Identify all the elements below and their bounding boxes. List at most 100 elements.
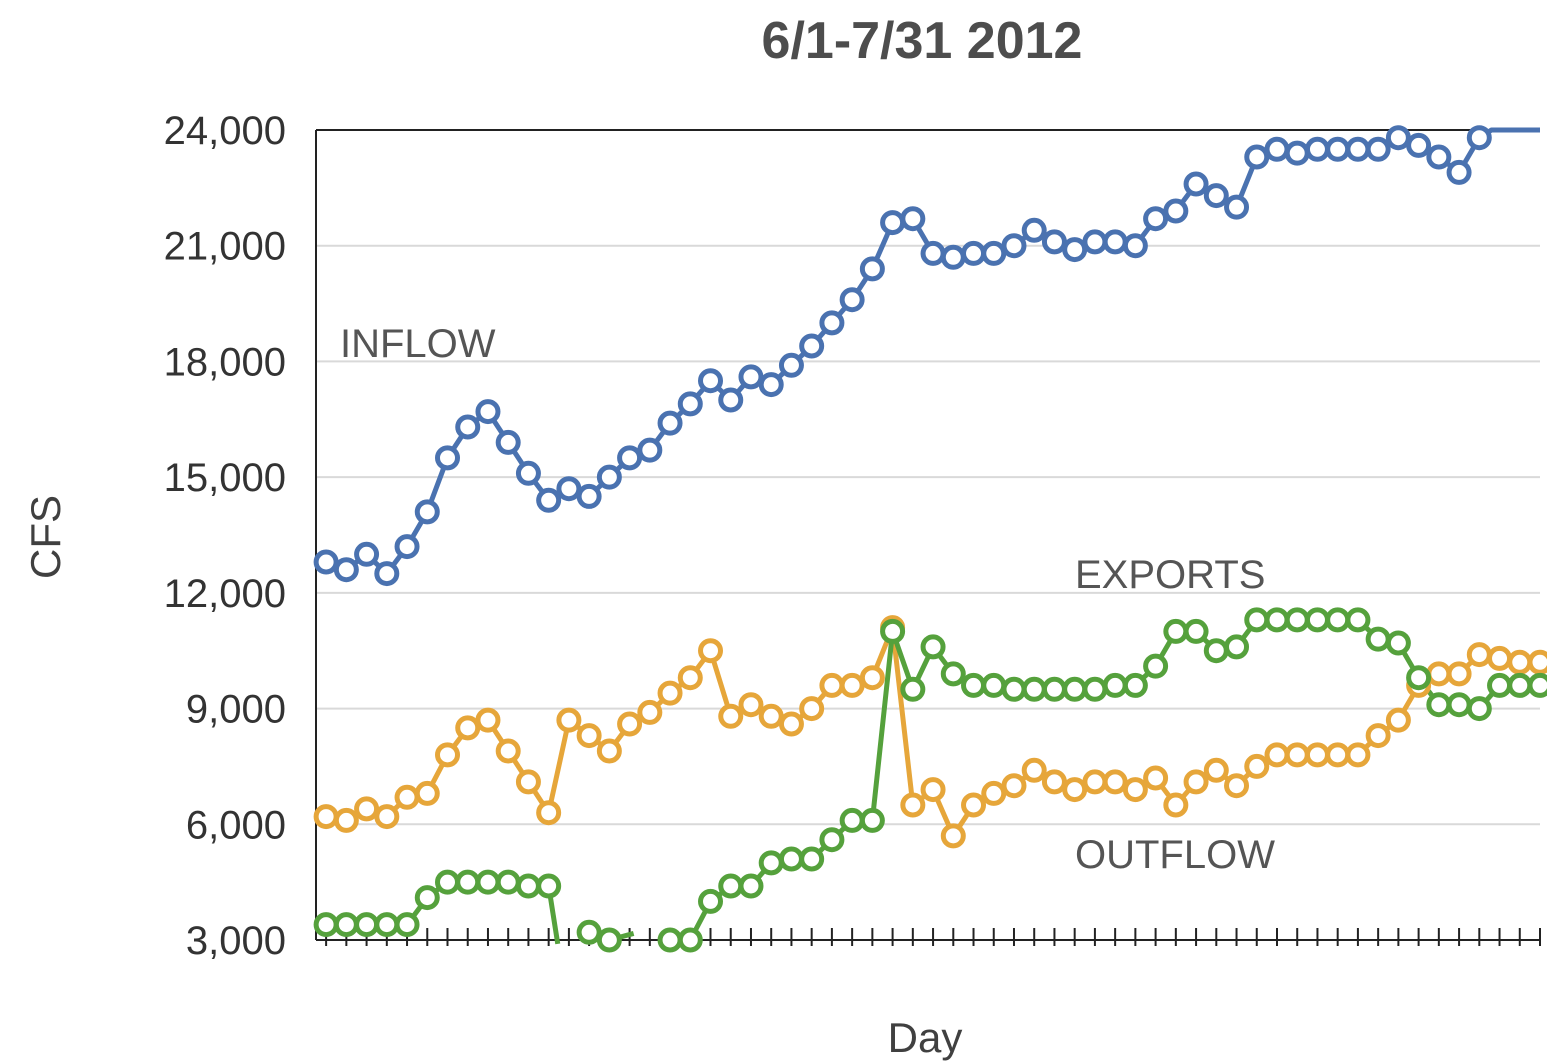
inflow-point — [576, 483, 602, 509]
inflow-point — [839, 287, 865, 313]
exports-point — [778, 711, 804, 737]
outflow-point — [1345, 607, 1371, 633]
inflow-point — [718, 387, 744, 413]
outflow-point — [1527, 672, 1547, 698]
outflow-point — [1082, 676, 1108, 702]
exports-point — [1122, 777, 1148, 803]
inflow-point — [354, 541, 380, 567]
outflow-point — [758, 850, 784, 876]
inflow-series-label: INFLOW — [340, 322, 496, 366]
inflow-point — [1244, 144, 1270, 170]
y-tick-label: 24,000 — [164, 109, 286, 153]
y-axis-label: CFS — [22, 495, 69, 579]
exports-point — [920, 777, 946, 803]
exports-point — [637, 699, 663, 725]
exports-point — [414, 780, 440, 806]
outflow-point — [1183, 618, 1209, 644]
inflow-point — [455, 414, 481, 440]
inflow-point — [617, 445, 643, 471]
exports-point — [1244, 753, 1270, 779]
inflow-point — [536, 487, 562, 513]
exports-point — [1264, 742, 1290, 768]
exports-point — [495, 738, 521, 764]
outflow-point — [1507, 672, 1533, 698]
exports-point — [596, 738, 622, 764]
inflow-point — [1143, 206, 1169, 232]
exports-point — [961, 792, 987, 818]
inflow-point — [859, 256, 885, 282]
y-axis-tick-labels: 24,000 21,000 18,000 15,000 12,000 9,000 6,000… — [164, 109, 286, 963]
y-tick-label: 12,000 — [164, 572, 286, 616]
inflow-point — [1325, 136, 1351, 162]
exports-point — [374, 804, 400, 830]
inflow-point — [313, 549, 339, 575]
outflow-point — [839, 807, 865, 833]
exports-point — [1304, 742, 1330, 768]
x-axis-ticks — [325, 928, 1541, 946]
inflow-point — [961, 240, 987, 266]
outflow-point — [515, 873, 541, 899]
outflow-point — [435, 869, 461, 895]
inflow-point — [556, 476, 582, 502]
outflow-point — [1304, 607, 1330, 633]
exports-point — [1163, 792, 1189, 818]
inflow-point — [333, 557, 359, 583]
exports-point — [738, 692, 764, 718]
exports-point — [1365, 723, 1391, 749]
outflow-point — [333, 912, 359, 938]
exports-point — [515, 769, 541, 795]
outflow-point — [536, 873, 562, 899]
exports-point — [536, 800, 562, 826]
outflow-point — [961, 672, 987, 698]
exports-point — [900, 792, 926, 818]
outflow-point — [455, 869, 481, 895]
plot-frame — [315, 129, 1540, 941]
outflow-point — [394, 912, 420, 938]
outflow-point — [1426, 692, 1452, 718]
inflow-point — [778, 352, 804, 378]
outflow-point — [981, 672, 1007, 698]
outflow-point — [799, 846, 825, 872]
outflow-point — [1163, 618, 1189, 644]
outflow-point — [738, 873, 764, 899]
outflow-point — [778, 846, 804, 872]
inflow-point — [414, 499, 440, 525]
inflow-line — [325, 135, 1482, 577]
inflow-point — [1446, 159, 1472, 185]
exports-point — [677, 665, 703, 691]
outflow-point — [819, 827, 845, 853]
exports-series-label: EXPORTS — [1075, 553, 1265, 597]
outflow-point — [677, 927, 703, 953]
exports-point — [718, 703, 744, 729]
outflow-point — [354, 912, 380, 938]
exports-point — [1041, 769, 1067, 795]
inflow-point — [880, 210, 906, 236]
inflow-point — [981, 240, 1007, 266]
inflow-point — [394, 534, 420, 560]
exports-point — [1082, 769, 1108, 795]
chart-title: 6/1-7/31 2012 — [762, 12, 1083, 70]
exports-point — [1284, 742, 1310, 768]
outflow-point — [1365, 626, 1391, 652]
outflow-point — [414, 885, 440, 911]
series-markers — [313, 125, 1547, 953]
exports-point — [576, 723, 602, 749]
exports-point — [799, 696, 825, 722]
inflow-point — [1345, 136, 1371, 162]
outflow-point — [596, 927, 622, 953]
outflow-point — [859, 807, 885, 833]
exports-point — [475, 707, 501, 733]
exports-point — [1507, 649, 1533, 675]
outflow-point — [1203, 638, 1229, 664]
exports-point — [859, 665, 885, 691]
inflow-point — [1001, 233, 1027, 259]
outflow-point — [1001, 676, 1027, 702]
inflow-point — [495, 429, 521, 455]
exports-point — [1062, 777, 1088, 803]
outflow-point — [1446, 692, 1472, 718]
exports-point — [1143, 765, 1169, 791]
inflow-point — [900, 206, 926, 232]
inflow-point — [1082, 229, 1108, 255]
exports-point — [940, 823, 966, 849]
